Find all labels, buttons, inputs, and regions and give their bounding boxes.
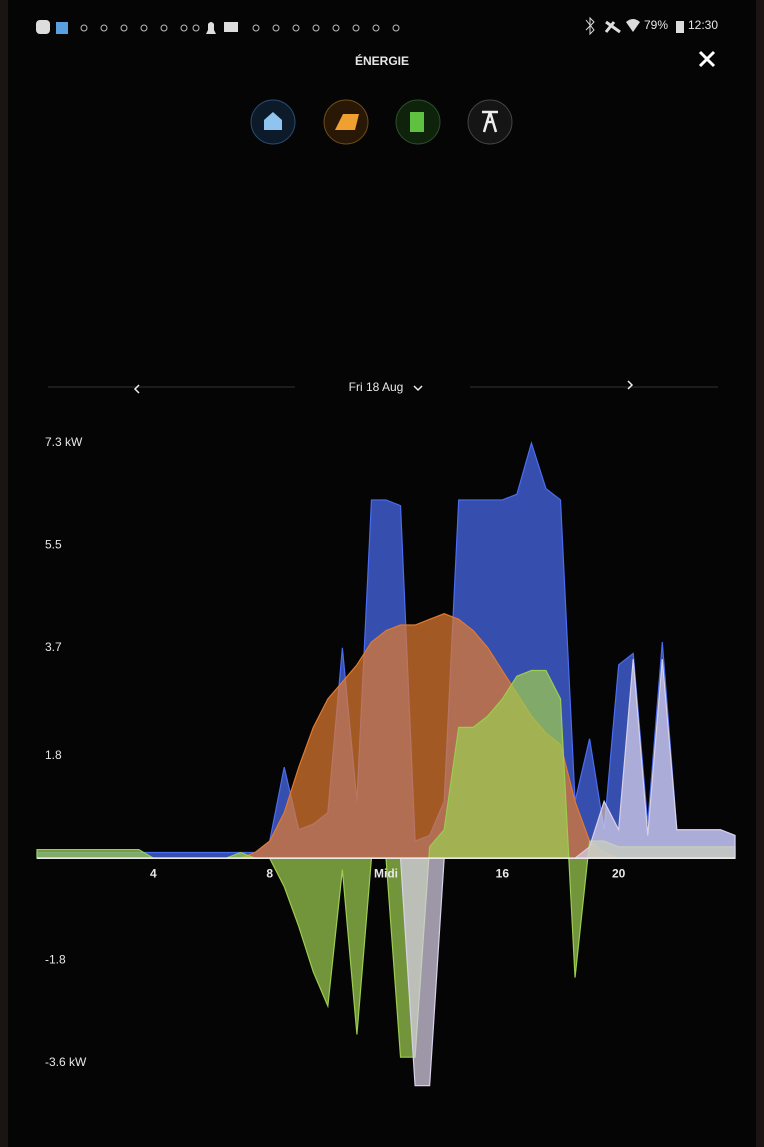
y-tick-label: 3.7 xyxy=(45,640,62,654)
x-tick-label: 16 xyxy=(496,866,510,880)
bezel xyxy=(0,0,8,1147)
page-title: ÉNERGIE xyxy=(355,53,409,68)
bezel xyxy=(756,0,764,1147)
x-tick-label: 4 xyxy=(150,866,157,880)
screen: 79% 12:30 ÉNERGIE Fri 18 Aug 7.3 kW 5.5 3.… xyxy=(0,0,764,1147)
x-tick-label: Midi xyxy=(374,866,398,880)
solar-tab[interactable] xyxy=(324,100,368,144)
y-tick-label: -1.8 xyxy=(45,953,66,967)
y-tick-label: 1.8 xyxy=(45,748,62,762)
powerwall-tab[interactable] xyxy=(396,100,440,144)
home-tab[interactable] xyxy=(251,100,295,144)
clock: 12:30 xyxy=(688,18,718,32)
y-tick-label: 7.3 kW xyxy=(45,435,83,449)
y-tick-label: 5.5 xyxy=(45,538,62,552)
x-tick-label: 8 xyxy=(266,866,273,880)
date-selector[interactable]: Fri 18 Aug xyxy=(349,380,404,394)
x-tick-label: 20 xyxy=(612,866,626,880)
battery-level: 79% xyxy=(644,18,668,32)
y-tick-label: -3.6 kW xyxy=(45,1055,87,1069)
grid-tab[interactable] xyxy=(468,100,512,144)
